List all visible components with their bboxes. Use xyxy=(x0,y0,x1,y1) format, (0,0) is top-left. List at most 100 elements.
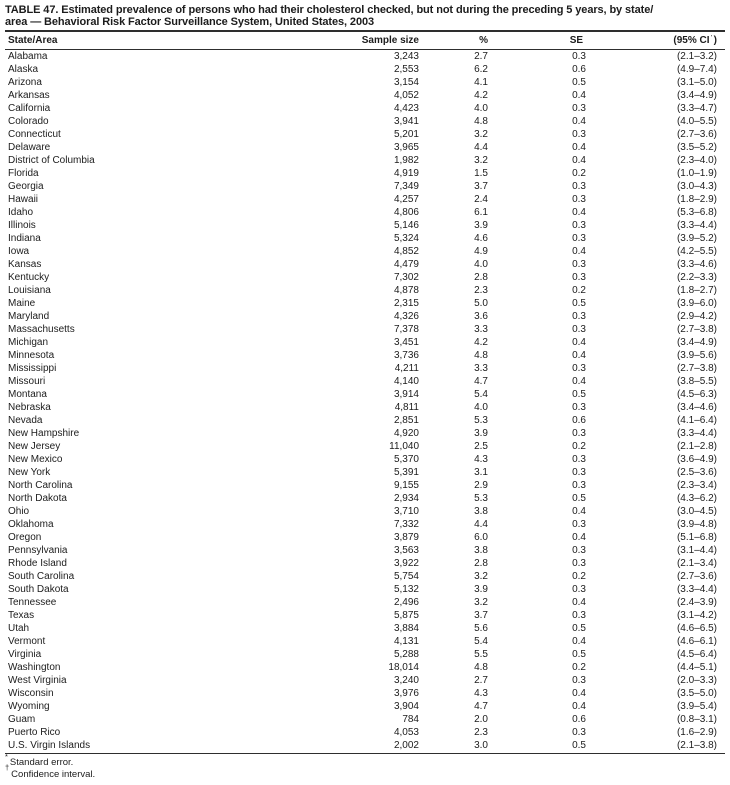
state-cell: Wyoming xyxy=(8,701,50,712)
table-row: Kansas 4,479 4.0 0.3 (3.3–4.6) xyxy=(5,258,725,271)
percent-cell: 4.3 xyxy=(474,688,488,699)
ci-cell: (1.8–2.7) xyxy=(676,285,717,296)
se-cell: 0.3 xyxy=(572,727,586,738)
percent-cell: 3.9 xyxy=(474,220,488,231)
footnote-standard-error-text: Standard error. xyxy=(9,757,74,768)
state-cell: Montana xyxy=(8,389,47,400)
state-cell: Texas xyxy=(8,610,35,621)
table-row: Louisiana 4,878 2.3 0.2 (1.8–2.7) xyxy=(5,284,725,297)
state-cell: North Carolina xyxy=(8,480,73,491)
sample-size-cell: 5,324 xyxy=(393,233,419,244)
percent-cell: 2.8 xyxy=(474,272,488,283)
se-cell: 0.4 xyxy=(572,90,586,101)
se-cell: 0.5 xyxy=(572,623,586,634)
state-cell: Kentucky xyxy=(8,272,50,283)
sample-size-cell: 5,391 xyxy=(393,467,419,478)
state-cell: Rhode Island xyxy=(8,558,67,569)
state-cell: Minnesota xyxy=(8,350,55,361)
footnote-confidence-interval-text: Confidence interval. xyxy=(11,768,96,780)
sample-size-cell: 3,243 xyxy=(393,51,419,62)
sample-size-cell: 4,811 xyxy=(394,402,419,413)
percent-cell: 3.3 xyxy=(474,363,488,374)
table-row: Delaware 3,965 4.4 0.4 (3.5–5.2) xyxy=(5,141,725,154)
sample-size-cell: 2,315 xyxy=(393,298,419,309)
se-cell: 0.3 xyxy=(572,467,586,478)
table-row: District of Columbia 1,982 3.2 0.4 (2.3–4.0) xyxy=(5,154,725,167)
se-cell: 0.3 xyxy=(572,259,586,270)
sample-size-cell: 5,754 xyxy=(393,571,419,582)
table-row: Alaska 2,553 6.2 0.6 (4.9–7.4) xyxy=(5,63,725,76)
sample-size-cell: 3,976 xyxy=(393,688,419,699)
sample-size-cell: 3,884 xyxy=(393,623,419,634)
table-row: Utah 3,884 5.6 0.5 (4.6–6.5) xyxy=(5,622,725,635)
se-cell: 0.3 xyxy=(572,610,586,621)
percent-cell: 4.8 xyxy=(474,662,488,673)
se-cell: 0.3 xyxy=(572,103,586,114)
percent-cell: 4.7 xyxy=(474,376,488,387)
sample-size-cell: 4,052 xyxy=(393,90,419,101)
table-title-line1: TABLE 47. Estimated prevalence of person… xyxy=(5,4,654,16)
se-cell: 0.4 xyxy=(572,207,586,218)
table-row: Idaho 4,806 6.1 0.4 (5.3–6.8) xyxy=(5,206,725,219)
header-ci-close-paren: ) xyxy=(713,35,717,46)
footnote-confidence-interval: †Confidence interval. xyxy=(5,764,725,781)
state-cell: Connecticut xyxy=(8,129,61,140)
state-cell: Colorado xyxy=(8,116,49,127)
sample-size-cell: 7,302 xyxy=(393,272,419,283)
asterisk-marker: * xyxy=(583,35,586,38)
sample-size-cell: 3,904 xyxy=(393,701,419,712)
state-cell: Delaware xyxy=(8,142,51,153)
table-row: Ohio 3,710 3.8 0.4 (3.0–4.5) xyxy=(5,505,725,518)
percent-cell: 2.7 xyxy=(474,675,488,686)
state-cell: West Virginia xyxy=(8,675,67,686)
header-confidence-interval: (95% CI†) xyxy=(586,35,725,47)
percent-cell: 2.3 xyxy=(474,727,488,738)
state-cell: Illinois xyxy=(8,220,36,231)
percent-cell: 3.3 xyxy=(474,324,488,335)
sample-size-cell: 4,423 xyxy=(393,103,419,114)
sample-size-cell: 3,451 xyxy=(393,337,419,348)
se-cell: 0.2 xyxy=(572,285,586,296)
percent-cell: 3.1 xyxy=(474,467,488,478)
percent-cell: 4.4 xyxy=(474,142,488,153)
header-ci-text: (95% CI xyxy=(673,35,710,46)
table-row: Washington 18,014 4.8 0.2 (4.4–5.1) xyxy=(5,661,725,674)
ci-cell: (2.1–3.4) xyxy=(676,558,717,569)
state-cell: Massachusetts xyxy=(8,324,75,335)
state-cell: Ohio xyxy=(8,506,30,517)
percent-cell: 3.9 xyxy=(474,584,488,595)
table-row: Mississippi 4,211 3.3 0.3 (2.7–3.8) xyxy=(5,362,725,375)
state-cell: Michigan xyxy=(8,337,49,348)
dagger-marker: † xyxy=(709,35,713,38)
sample-size-cell: 3,563 xyxy=(393,545,419,556)
table-row: Tennessee 2,496 3.2 0.4 (2.4–3.9) xyxy=(5,596,725,609)
table-row: New Mexico 5,370 4.3 0.3 (3.6–4.9) xyxy=(5,453,725,466)
ci-cell: (2.7–3.6) xyxy=(676,571,717,582)
percent-cell: 1.5 xyxy=(474,168,488,179)
percent-cell: 3.7 xyxy=(474,181,488,192)
ci-cell: (1.8–2.9) xyxy=(676,194,717,205)
percent-cell: 4.4 xyxy=(474,519,488,530)
ci-cell: (3.8–5.5) xyxy=(676,376,717,387)
ci-cell: (3.3–4.4) xyxy=(676,220,717,231)
ci-cell: (1.0–1.9) xyxy=(676,168,717,179)
state-cell: Indiana xyxy=(8,233,41,244)
state-cell: New Jersey xyxy=(8,441,61,452)
sample-size-cell: 2,851 xyxy=(393,415,419,426)
se-cell: 0.3 xyxy=(572,181,586,192)
state-cell: South Dakota xyxy=(8,584,69,595)
percent-cell: 3.9 xyxy=(474,428,488,439)
ci-cell: (3.4–4.6) xyxy=(676,402,717,413)
table-row: Minnesota 3,736 4.8 0.4 (3.9–5.6) xyxy=(5,349,725,362)
se-cell: 0.3 xyxy=(572,402,586,413)
percent-cell: 3.6 xyxy=(474,311,488,322)
state-cell: South Carolina xyxy=(8,571,75,582)
ci-cell: (3.3–4.4) xyxy=(676,584,717,595)
percent-cell: 2.4 xyxy=(474,194,488,205)
sample-size-cell: 4,053 xyxy=(393,727,419,738)
state-cell: U.S. Virgin Islands xyxy=(8,740,91,751)
percent-cell: 5.6 xyxy=(474,623,488,634)
percent-cell: 2.7 xyxy=(474,51,488,62)
se-cell: 0.3 xyxy=(572,272,586,283)
ci-cell: (3.5–5.2) xyxy=(676,142,717,153)
